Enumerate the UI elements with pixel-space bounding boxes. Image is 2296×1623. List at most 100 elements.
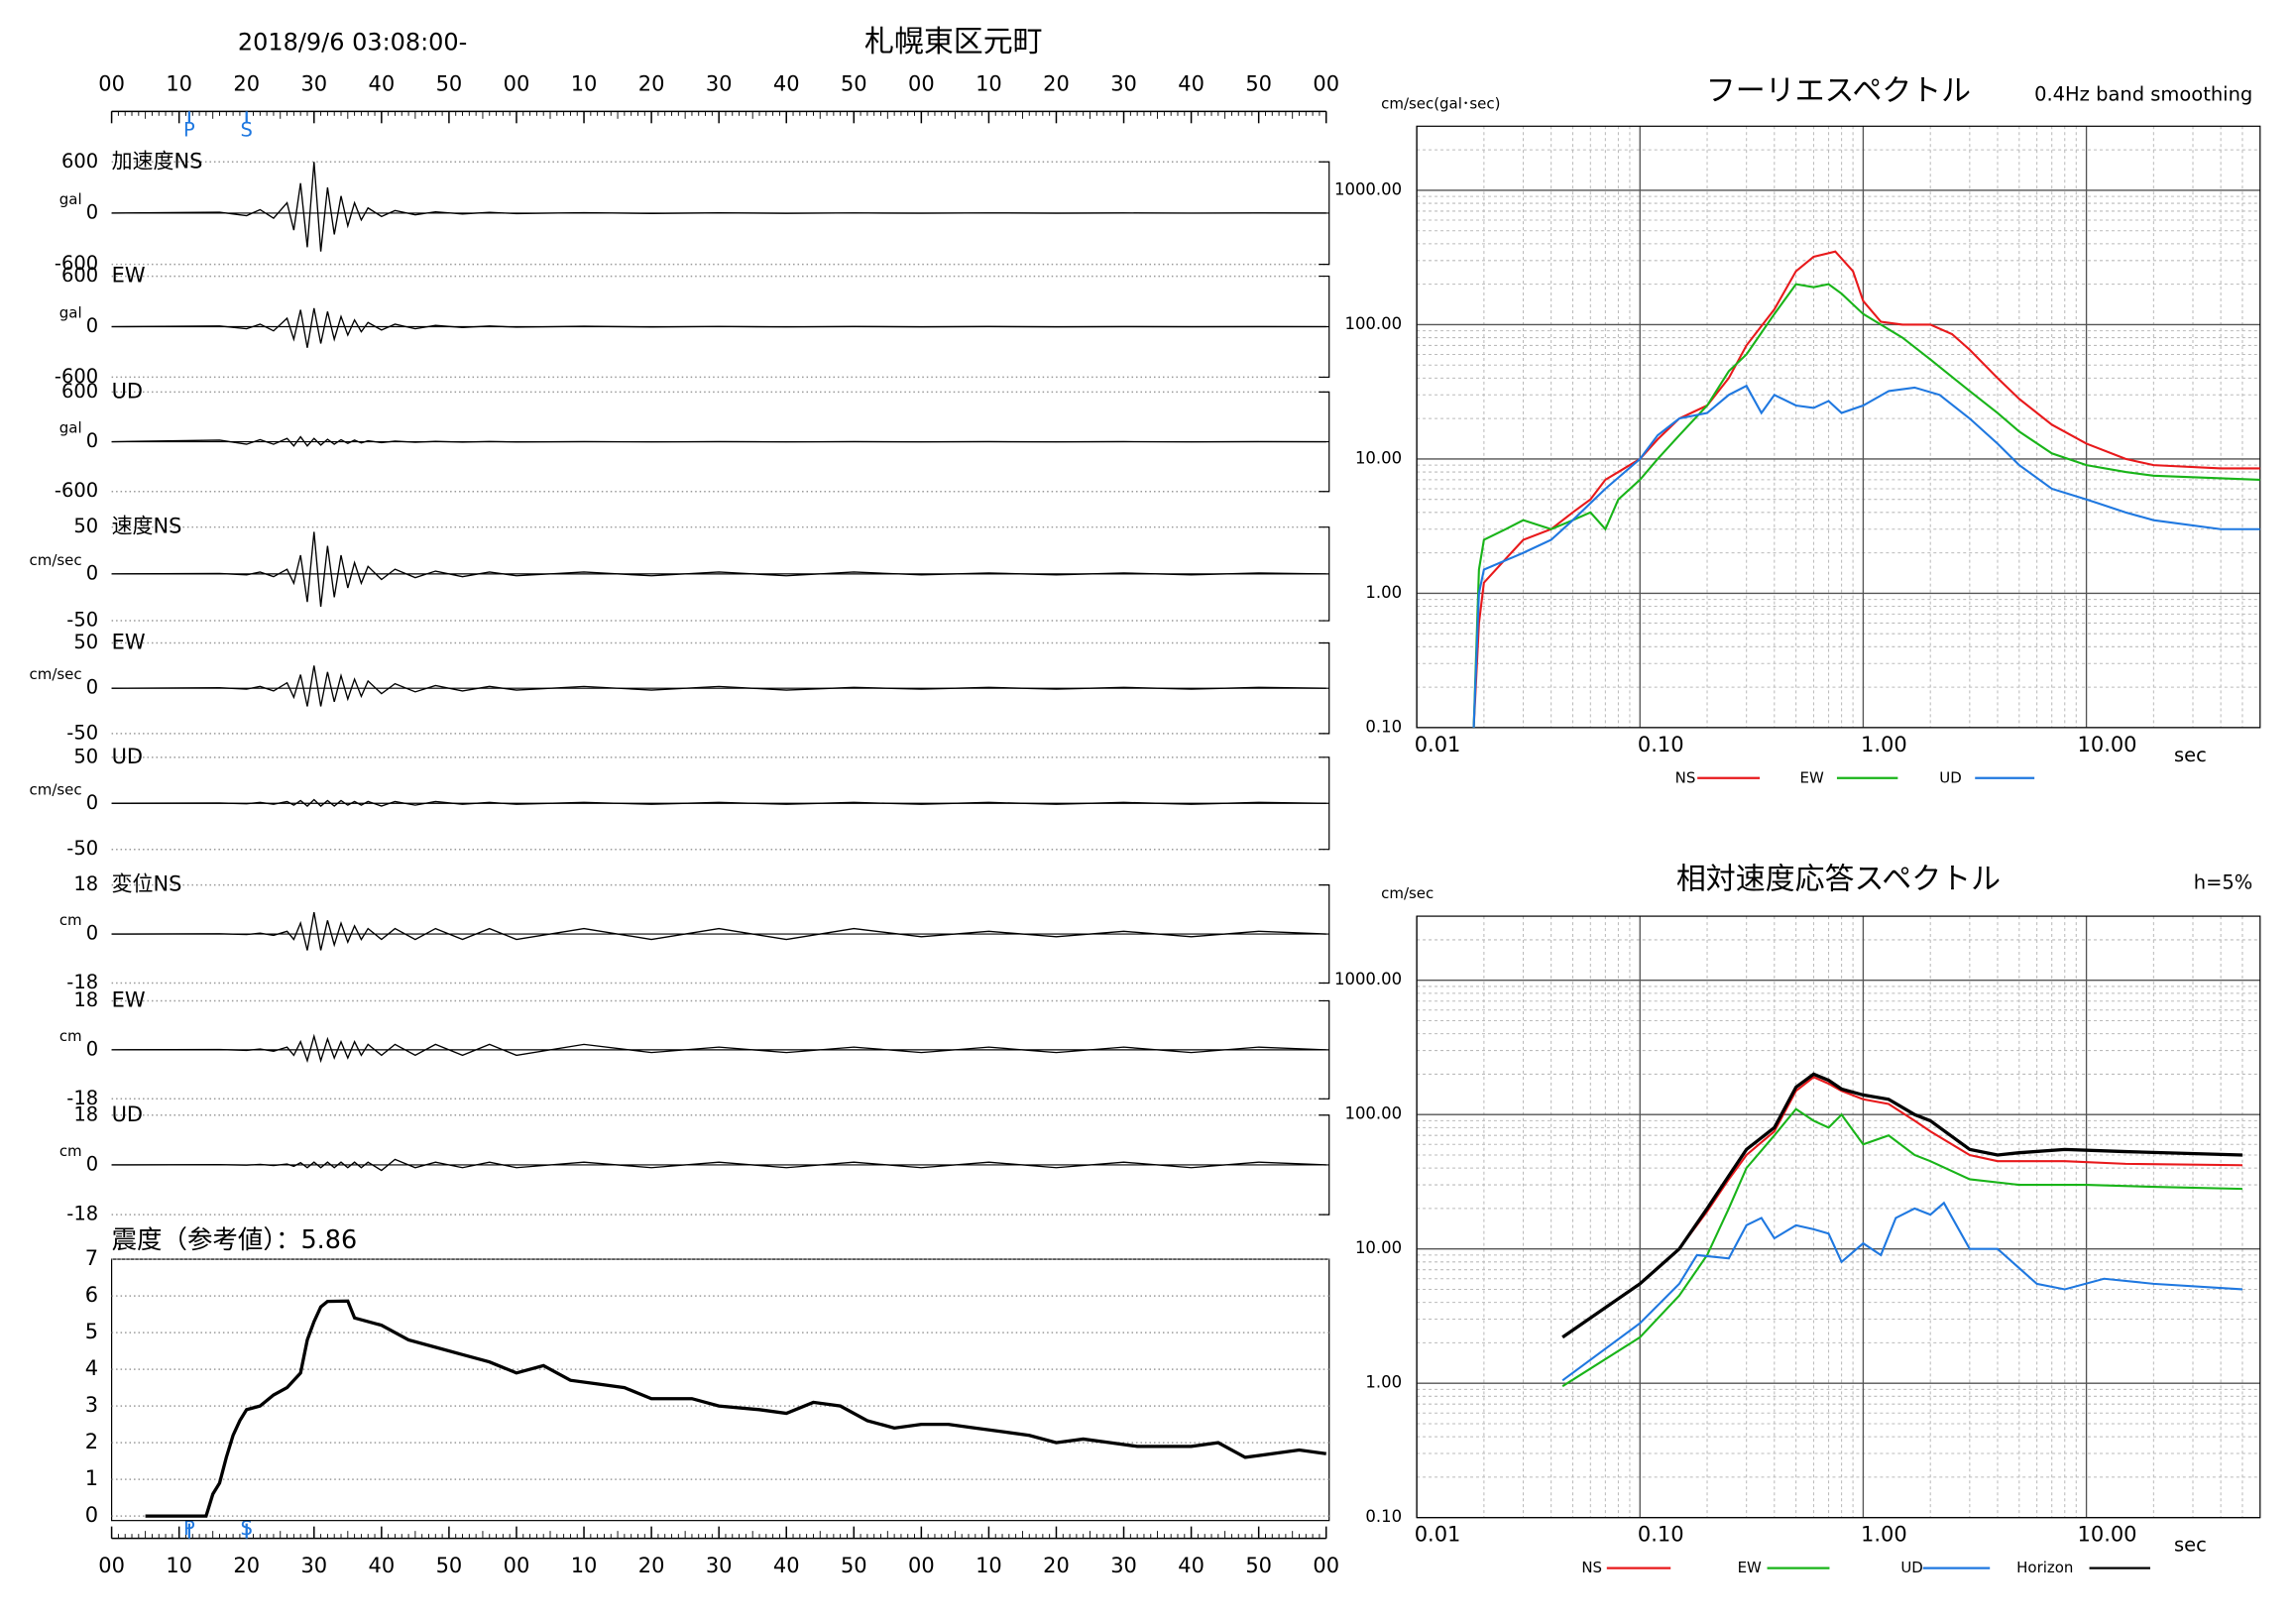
y-tick-label: 0 bbox=[86, 791, 98, 814]
y-tick-label: -600 bbox=[55, 252, 98, 275]
x-tick-label: 30 bbox=[300, 71, 327, 95]
y-tick-label: 18 bbox=[73, 1102, 98, 1125]
series-line bbox=[1561, 1107, 2242, 1388]
y-tick-label: 100.00 bbox=[1344, 1104, 1402, 1123]
y-tick-label: -50 bbox=[66, 721, 98, 744]
legend-label: NS bbox=[1675, 768, 1696, 786]
y-tick-label: 0 bbox=[86, 200, 98, 223]
x-tick-label: 00 bbox=[504, 71, 530, 95]
x-tick-label: 10.00 bbox=[2078, 1523, 2137, 1547]
legend-label: NS bbox=[1581, 1559, 1602, 1576]
x-tick-label: 10 bbox=[976, 71, 1002, 95]
waveform bbox=[111, 798, 1326, 807]
x-tick-label: 30 bbox=[706, 1554, 733, 1577]
chart-subtitle: 0.4Hz band smoothing bbox=[2034, 82, 2252, 105]
y-tick-label: 18 bbox=[73, 872, 98, 895]
x-tick-label: 20 bbox=[638, 1554, 665, 1577]
panel-label: UD bbox=[112, 1102, 143, 1126]
y-tick-label: 10.00 bbox=[1355, 448, 1402, 467]
x-tick-label: 00 bbox=[504, 1554, 530, 1577]
panel-label: EW bbox=[112, 631, 146, 654]
unit: cm bbox=[59, 1142, 82, 1160]
x-tick-label: 0.10 bbox=[1638, 1523, 1684, 1547]
legend-label: Horizon bbox=[2016, 1559, 2073, 1576]
x-tick-label: 20 bbox=[233, 1554, 260, 1577]
panel-label: 変位NS bbox=[112, 872, 182, 896]
x-tick-label: 0.01 bbox=[1415, 733, 1461, 756]
x-tick-label: 20 bbox=[1043, 71, 1070, 95]
series-line bbox=[1561, 1201, 2243, 1382]
y-tick-label: 10.00 bbox=[1355, 1238, 1402, 1257]
waveform bbox=[111, 1158, 1326, 1172]
y-tick-label: 0 bbox=[86, 429, 98, 452]
x-tick-label: 40 bbox=[1178, 71, 1205, 95]
y-tick-label: 4 bbox=[85, 1356, 98, 1380]
y-tick-label: 0 bbox=[86, 1152, 98, 1175]
x-tick-label: 00 bbox=[1313, 1554, 1339, 1577]
y-tick-label: 0 bbox=[86, 1037, 98, 1060]
waveform bbox=[111, 1033, 1326, 1064]
legend-label: UD bbox=[1900, 1559, 1922, 1576]
x-tick-label: 50 bbox=[436, 1554, 463, 1577]
x-tick-label: 20 bbox=[1043, 1554, 1070, 1577]
x-axis-label: sec bbox=[2174, 744, 2207, 766]
waveform bbox=[111, 531, 1326, 607]
x-tick-label: 50 bbox=[436, 71, 463, 95]
intensity-title: 震度（参考値）：5.86 bbox=[112, 1225, 358, 1255]
x-tick-label: 10 bbox=[976, 1554, 1002, 1577]
panel-label: UD bbox=[112, 379, 143, 403]
x-tick-label: 40 bbox=[369, 71, 396, 95]
y-axis-label: cm/sec(gal･sec) bbox=[1381, 94, 1500, 112]
x-tick-label: 40 bbox=[1178, 1554, 1205, 1577]
chart-title: 相対速度応答スペクトル bbox=[1676, 863, 2001, 897]
unit: gal bbox=[59, 190, 82, 208]
phase-label: P bbox=[183, 1517, 195, 1540]
y-tick-label: 600 bbox=[61, 380, 98, 403]
y-tick-label: -18 bbox=[66, 1203, 98, 1225]
y-tick-label: 600 bbox=[61, 150, 98, 173]
waveform bbox=[111, 665, 1326, 707]
x-tick-label: 30 bbox=[1110, 71, 1137, 95]
y-tick-label: -50 bbox=[66, 837, 98, 860]
x-tick-label: 40 bbox=[369, 1554, 396, 1577]
unit: cm/sec bbox=[30, 665, 82, 683]
series-line bbox=[1472, 283, 2260, 728]
y-tick-label: -600 bbox=[55, 365, 98, 388]
y-tick-label: -600 bbox=[55, 479, 98, 502]
x-tick-label: 30 bbox=[300, 1554, 327, 1577]
x-tick-label: 1.00 bbox=[1861, 1523, 1907, 1547]
series-line bbox=[1561, 1076, 2242, 1338]
x-tick-label: 00 bbox=[98, 71, 125, 95]
y-tick-label: 2 bbox=[85, 1430, 98, 1453]
y-tick-label: 50 bbox=[73, 515, 98, 537]
panel-label: EW bbox=[112, 987, 146, 1011]
series-line bbox=[1472, 250, 2260, 728]
x-tick-label: 10 bbox=[166, 1554, 192, 1577]
y-tick-label: 1000.00 bbox=[1334, 179, 1402, 198]
y-tick-label: 600 bbox=[61, 264, 98, 287]
x-tick-label: 50 bbox=[1245, 1554, 1272, 1577]
x-tick-label: 50 bbox=[841, 1554, 867, 1577]
y-tick-label: 0.10 bbox=[1365, 717, 1402, 736]
y-tick-label: -18 bbox=[66, 1087, 98, 1109]
x-tick-label: 1.00 bbox=[1861, 733, 1907, 756]
unit: cm/sec bbox=[30, 780, 82, 798]
legend-label: EW bbox=[1799, 768, 1823, 786]
x-tick-label: 40 bbox=[773, 1554, 800, 1577]
unit: cm bbox=[59, 911, 82, 929]
datetime: 2018/9/6 03:08:00- bbox=[238, 28, 467, 56]
y-tick-label: 1.00 bbox=[1365, 1373, 1402, 1392]
y-tick-label: -50 bbox=[66, 609, 98, 632]
y-tick-label: 50 bbox=[73, 745, 98, 767]
legend-label: EW bbox=[1738, 1559, 1762, 1576]
x-tick-label: 20 bbox=[233, 71, 260, 95]
station: 札幌東区元町 bbox=[864, 25, 1043, 59]
x-tick-label: 30 bbox=[706, 71, 733, 95]
x-tick-label: 00 bbox=[98, 1554, 125, 1577]
chart-title: フーリエスペクトル bbox=[1706, 73, 1971, 108]
x-tick-label: 00 bbox=[908, 71, 935, 95]
panel-label: 加速度NS bbox=[112, 149, 203, 173]
y-tick-label: 3 bbox=[85, 1393, 98, 1417]
legend-label: UD bbox=[1939, 768, 1961, 786]
x-tick-label: 0.01 bbox=[1415, 1523, 1461, 1547]
